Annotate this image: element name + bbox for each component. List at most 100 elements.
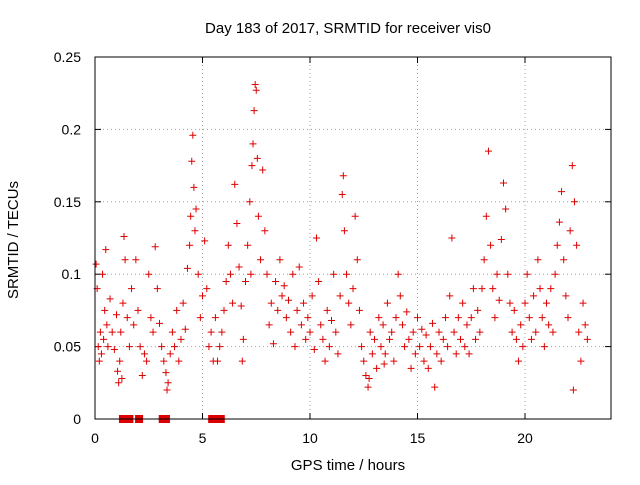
data-point: [553, 241, 561, 249]
data-point: [551, 270, 559, 278]
data-point: [306, 328, 314, 336]
x-tick-label: 5: [199, 430, 207, 446]
data-point: [581, 321, 589, 329]
data-point: [504, 270, 512, 278]
data-point: [330, 270, 338, 278]
data-point: [422, 331, 430, 339]
data-point: [92, 260, 100, 268]
data-point: [484, 147, 492, 155]
plot-frame: [94, 56, 612, 420]
data-point: [465, 350, 473, 358]
data-point: [570, 198, 578, 206]
data-point: [130, 321, 138, 329]
data-point: [216, 343, 224, 351]
data-point: [323, 306, 331, 314]
data-point: [163, 386, 171, 394]
data-point: [510, 306, 518, 314]
data-point: [199, 292, 206, 300]
data-point: [233, 220, 241, 228]
data-point: [441, 314, 449, 322]
data-point: [191, 227, 199, 235]
data-point: [345, 299, 353, 307]
data-point: [568, 162, 576, 170]
data-point: [317, 321, 325, 329]
data-point: [110, 345, 118, 353]
data-point: [108, 328, 116, 336]
data-point: [414, 314, 421, 322]
data-point: [566, 227, 574, 235]
data-point: [351, 212, 359, 220]
data-point: [168, 328, 176, 336]
data-point: [189, 131, 197, 139]
data-point: [347, 321, 355, 329]
x-axis-title: GPS time / hours: [291, 457, 405, 474]
data-point: [136, 343, 144, 351]
data-point: [246, 198, 254, 206]
data-point: [237, 302, 245, 310]
data-point: [162, 369, 170, 377]
data-point: [543, 299, 550, 307]
data-point: [196, 314, 204, 322]
data-point: [272, 277, 280, 285]
data-point: [355, 306, 363, 314]
data-point: [476, 328, 484, 336]
x-tick-label: 0: [91, 430, 99, 446]
data-point: [289, 270, 297, 278]
data-point: [353, 256, 361, 264]
data-point: [250, 107, 258, 115]
data-point: [201, 237, 209, 245]
data-point: [487, 241, 495, 249]
data-point: [254, 212, 262, 220]
data-point: [247, 270, 255, 278]
data-point: [179, 299, 187, 307]
data-point: [186, 241, 194, 249]
data-point: [171, 343, 179, 351]
data-point: [365, 374, 373, 382]
data-point: [579, 299, 587, 307]
data-point: [192, 205, 200, 213]
data-point: [238, 357, 246, 365]
data-point: [420, 357, 428, 365]
data-point: [583, 335, 591, 343]
data-point: [315, 277, 323, 285]
data-point: [452, 350, 460, 358]
data-point: [371, 335, 378, 343]
data-point: [375, 314, 383, 322]
data-point: [334, 350, 342, 358]
data-point: [248, 162, 256, 170]
data-point: [392, 314, 400, 322]
data-point: [545, 321, 553, 329]
data-point: [450, 328, 458, 336]
data-point: [467, 314, 475, 322]
data-point: [540, 343, 548, 351]
data-point: [575, 328, 583, 336]
data-point: [343, 270, 351, 278]
data-point: [295, 263, 303, 271]
data-point: [532, 328, 540, 336]
data-point: [297, 321, 305, 329]
data-point: [123, 314, 131, 322]
data-point: [564, 314, 572, 322]
data-point: [242, 277, 249, 285]
data-point: [164, 379, 172, 387]
data-point: [156, 319, 163, 327]
data-point: [121, 256, 129, 264]
data-point: [183, 264, 191, 272]
data-point: [300, 299, 308, 307]
y-tick-label: 0: [73, 411, 81, 427]
data-point: [276, 256, 284, 264]
data-point: [100, 335, 108, 343]
data-point: [527, 335, 535, 343]
data-point: [207, 328, 215, 336]
data-point: [523, 270, 531, 278]
data-point: [426, 343, 434, 351]
data-point: [444, 343, 452, 351]
data-point: [446, 292, 454, 300]
data-point: [493, 270, 501, 278]
data-point: [239, 335, 247, 343]
data-point: [282, 314, 290, 322]
data-point: [416, 343, 424, 351]
data-point: [463, 321, 471, 329]
data-point: [194, 270, 202, 278]
